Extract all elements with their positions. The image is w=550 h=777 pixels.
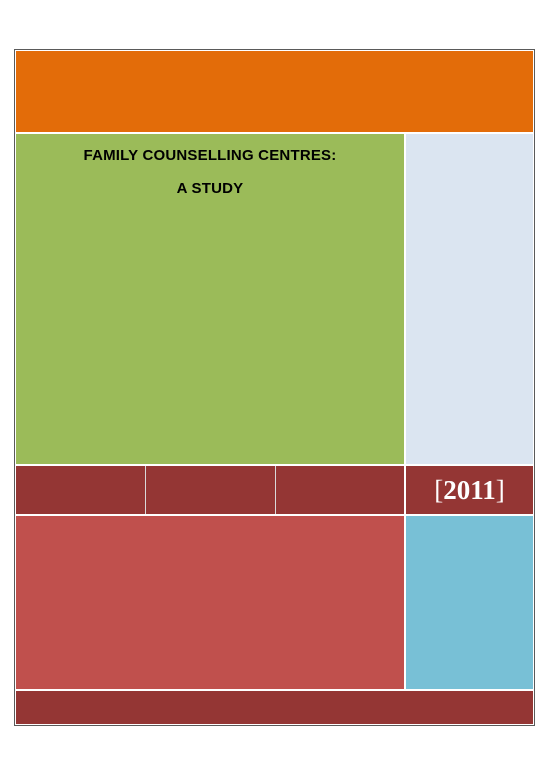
lower-red-panel (15, 515, 405, 690)
side-light-blue-panel (405, 133, 534, 465)
band-divider (275, 466, 276, 514)
year-bracket-open: [ (434, 474, 444, 505)
bottom-dark-band (15, 690, 534, 725)
year-value: 2011 (443, 474, 496, 505)
band-divider (145, 466, 146, 514)
top-orange-band (15, 50, 534, 133)
lower-cyan-panel (405, 515, 534, 690)
year-label: [2011] (406, 466, 533, 514)
cover-title-line1: FAMILY COUNSELLING CENTRES: (83, 147, 337, 164)
cover-page: FAMILY COUNSELLING CENTRES: A STUDY [201… (14, 49, 535, 726)
cover-title-line2: A STUDY (176, 180, 244, 197)
title-panel: FAMILY COUNSELLING CENTRES: A STUDY (15, 133, 405, 465)
year-bracket-close: ] (495, 474, 505, 505)
year-cell: [2011] (405, 465, 534, 515)
middle-dark-band (15, 465, 405, 515)
